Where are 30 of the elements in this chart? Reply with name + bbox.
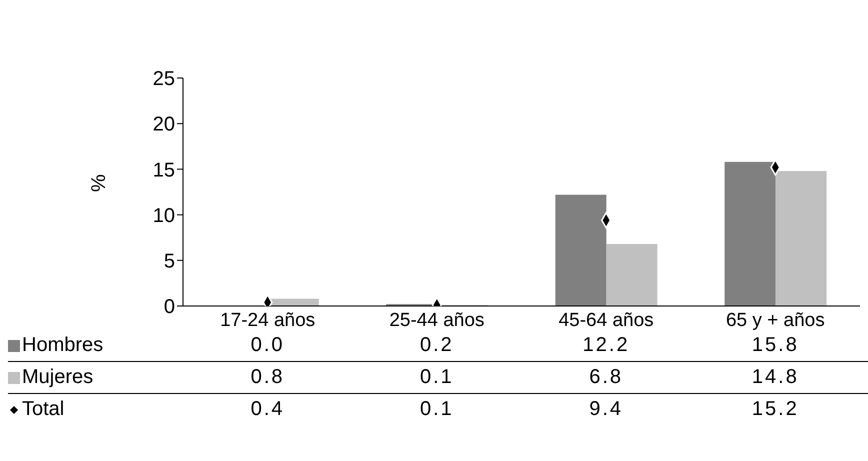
- y-axis-title: %: [88, 174, 110, 192]
- bar: [724, 162, 776, 306]
- bar: [606, 244, 658, 306]
- y-tick-label: 5: [164, 250, 175, 272]
- data-label: 0.1: [418, 366, 455, 389]
- x-tick-label: 17-24 años: [220, 310, 316, 331]
- data-label: 6.8: [588, 366, 624, 389]
- bar: [776, 171, 827, 306]
- y-tick-label: 20: [152, 114, 175, 136]
- legend-label: Total: [21, 398, 66, 421]
- legend-label: Mujeres: [21, 366, 94, 389]
- data-label: 15.2: [750, 398, 800, 421]
- data-label: 9.4: [588, 398, 624, 421]
- y-tick-label: 10: [152, 204, 175, 227]
- bar: [555, 194, 606, 306]
- data-label: 12.2: [582, 334, 631, 357]
- data-label: 0.4: [250, 398, 286, 421]
- y-tick-label: 0: [164, 296, 175, 318]
- x-tick-label: 25-44 años: [389, 310, 484, 331]
- data-label: 0.1: [418, 398, 455, 421]
- legend-label: Hombres: [21, 334, 104, 357]
- data-label: 0.8: [250, 366, 286, 389]
- data-label: 0.2: [418, 334, 455, 357]
- y-tick-label: 25: [152, 68, 175, 90]
- data-label: 0.0: [250, 334, 286, 357]
- y-tick-label: 15: [152, 159, 175, 182]
- x-tick-label: 45-64 años: [558, 310, 654, 331]
- data-label: 14.8: [750, 366, 800, 389]
- x-tick-label: 65 y + años: [726, 310, 825, 331]
- data-label: 15.8: [750, 334, 800, 357]
